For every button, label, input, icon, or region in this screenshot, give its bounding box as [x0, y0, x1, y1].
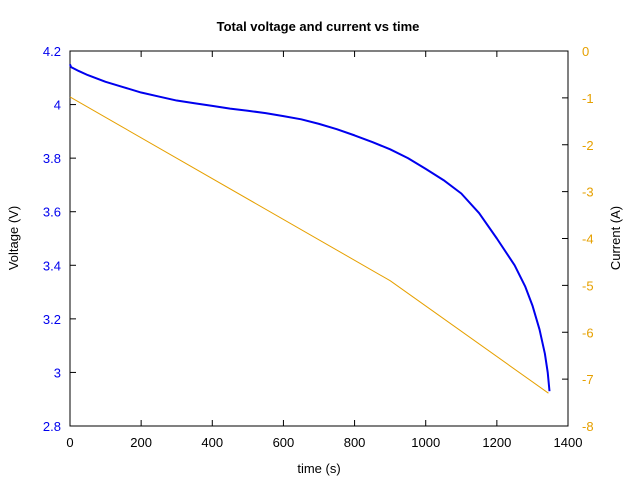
y-left-tick-label: 4 — [54, 98, 61, 113]
y-right-tick-label: -4 — [582, 232, 594, 247]
y-right-tick-label: -8 — [582, 419, 594, 434]
y-right-tick-label: -2 — [582, 138, 594, 153]
y-right-tick-label: -1 — [582, 91, 594, 106]
x-axis-label: time (s) — [297, 461, 340, 476]
x-axis: 0 200 400 600 800 1000 1200 1400 — [66, 51, 582, 450]
series-layer — [69, 64, 551, 394]
plot-frame — [69, 50, 569, 427]
y-right-tick-label: -5 — [582, 278, 594, 293]
y-left-tick-label: 3.8 — [43, 151, 61, 166]
x-tick-label: 1400 — [554, 435, 583, 450]
x-tick-label: 600 — [273, 435, 295, 450]
y-left-tick-label: 2.8 — [43, 419, 61, 434]
x-tick-label: 0 — [66, 435, 73, 450]
x-tick-label: 400 — [201, 435, 223, 450]
y-axis-left-label: Voltage (V) — [6, 206, 21, 270]
chart-title: Total voltage and current vs time — [217, 19, 420, 34]
y-right-tick-label: 0 — [582, 44, 589, 59]
y-left-tick-label: 3.4 — [43, 258, 61, 273]
current-series-line — [69, 96, 549, 394]
y-left-tick-label: 3.6 — [43, 205, 61, 220]
voltage-series-line — [69, 64, 551, 392]
y-axis-right: -8 -7 -6 -5 -4 -3 -2 -1 0 — [562, 44, 594, 434]
y-right-tick-label: -7 — [582, 372, 594, 387]
y-left-tick-label: 3 — [54, 365, 61, 380]
y-left-tick-label: 4.2 — [43, 44, 61, 59]
y-axis-left: 2.8 3 3.2 3.4 3.6 3.8 4 4.2 — [43, 44, 76, 434]
y-right-tick-label: -6 — [582, 325, 594, 340]
y-axis-right-label: Current (A) — [608, 206, 623, 270]
x-tick-label: 1000 — [411, 435, 440, 450]
y-left-tick-label: 3.2 — [43, 312, 61, 327]
x-tick-label: 1200 — [482, 435, 511, 450]
x-tick-label: 200 — [130, 435, 152, 450]
x-tick-label: 800 — [344, 435, 366, 450]
y-right-tick-label: -3 — [582, 185, 594, 200]
